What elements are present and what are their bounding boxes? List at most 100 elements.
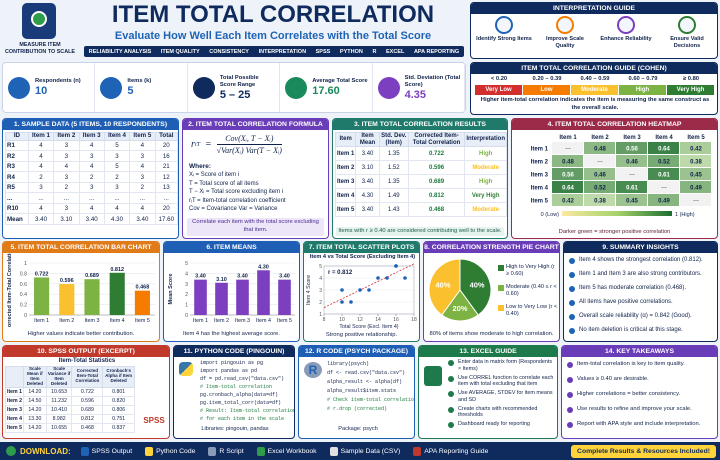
table-cell: 4 — [78, 202, 105, 215]
y-tick-label: 5 — [185, 261, 188, 267]
header-row: Scale Mean if Item Deleted Scale Variance… — [5, 366, 135, 388]
download-item: Python Code — [145, 446, 196, 456]
excel-list: Enter data in matrix form (Respondents ×… — [443, 346, 557, 438]
code-line: pg.item_total_corr(data=df) — [200, 400, 282, 406]
table-cell: Item 1 — [334, 146, 357, 162]
header-row: Item Item Mean Std. Dev. (Item) Corrected I… — [334, 131, 507, 148]
table-cell: 0.596 — [407, 160, 466, 176]
column-label: Item 1 — [559, 135, 577, 141]
value-label: 0.468 — [136, 285, 150, 291]
column-label: Item 5 — [687, 135, 705, 141]
data-table: Item Item Mean Std. Dev. (Item) Corrected I… — [334, 131, 507, 218]
download-label: DOWNLOAD: — [20, 446, 71, 456]
table-cell: 0.806 — [102, 404, 135, 415]
where-line: Xᵢ = Score of item i — [189, 172, 240, 178]
list-item: All items have positive correlations. — [569, 299, 714, 307]
code-line: # r.drop (corrected) — [327, 406, 388, 412]
column-label: Item 4 — [655, 135, 673, 141]
value-label: 3.10 — [216, 277, 227, 283]
value-label: 0.596 — [60, 278, 74, 284]
table-row: R10 4 3 4 4 4 20 — [5, 202, 178, 215]
table-cell: ... — [53, 192, 80, 204]
bar — [236, 279, 249, 315]
table-cell: 2 — [53, 181, 80, 194]
list-text: Values ≥ 0.40 are desirable. — [577, 376, 649, 382]
cell-label: 0.38 — [594, 199, 606, 205]
item-label: APA Reporting Guide — [424, 447, 489, 455]
x-tick-label: Item 2 — [214, 318, 229, 324]
table-cell: 0.689 — [71, 404, 104, 415]
table-cell: 1.35 — [378, 174, 409, 190]
heatmap-cell — [552, 142, 583, 154]
bar — [34, 277, 50, 315]
stat-text: Items (k) 5 — [127, 78, 183, 97]
note: Items with r ≥ 0.40 are considered contr… — [336, 227, 504, 236]
column-header: Item 4 — [103, 132, 131, 141]
panel: ITEM TOTAL CORRELATION GUIDE (COHEN) < 0.… — [470, 62, 718, 115]
guide-icon — [678, 16, 696, 34]
y-tick-label: 0 — [24, 313, 27, 319]
list-item: Values ≥ 0.40 are desirable. — [567, 376, 714, 383]
table-cell: 8.982 — [45, 413, 73, 424]
table-cell: 0.722 — [71, 386, 104, 397]
table-cell: 4 — [27, 202, 55, 215]
cell-label: 0.52 — [658, 160, 670, 166]
item-label: Python Code — [156, 447, 196, 455]
main-title: ITEM TOTAL CORRELATION — [111, 1, 435, 28]
y-tick-label: 1 — [185, 303, 188, 309]
guide-label: Ensure Valid Decisions — [670, 36, 704, 49]
r-logo: R — [304, 362, 322, 378]
bar-chart: 0 1 2 3 4 5 Mean Score 3.40 Item 1 3.10 Item 2 3.40… — [168, 261, 295, 324]
panel-title: 14. KEY TAKEAWAYS — [562, 346, 717, 357]
table-cell: 4 — [129, 202, 156, 215]
panel-title: 5. ITEM TOTAL CORRELATION BAR CHART — [3, 242, 159, 253]
heatmap-cell — [552, 155, 583, 167]
code-line: import pandas as pd — [200, 368, 258, 374]
heatmap-cell — [584, 194, 615, 206]
item-icon — [329, 446, 338, 456]
cell-label: 0.48 — [562, 160, 574, 166]
code-line: df <- read.csv("data.csv") — [327, 370, 406, 376]
table-cell: ... — [129, 192, 156, 204]
list-item: Item 5 has moderate correlation (0.468). — [569, 285, 714, 293]
download-item: Sample Data (CSV) — [329, 446, 400, 456]
cell-label: 0.64 — [658, 147, 670, 153]
table-row: Mean 3.40 3.10 3.40 4.30 3.40 17.60 — [5, 213, 178, 225]
table-cell: 14.20 — [23, 422, 47, 433]
slice-label: 40% — [470, 280, 485, 289]
code-line: df = pd.read_csv("data.csv") — [200, 376, 285, 382]
bullet-icon — [569, 300, 575, 306]
panel-title: 7. ITEM TOTAL SCATTER PLOTS — [304, 242, 419, 253]
table-cell: 3.40 — [27, 213, 55, 225]
trend-line — [323, 263, 415, 308]
column-label: Item 3 — [623, 135, 641, 141]
stat-text: Average Total Score 17.60 — [312, 78, 368, 97]
value-label: 3.40 — [237, 274, 248, 280]
y-tick-label: 5 — [319, 264, 322, 270]
badge-text: MEASURE ITEM CONTRIBUTION TO SCALE — [5, 42, 75, 55]
table-cell: 1.43 — [378, 202, 409, 218]
heatmap-cell — [552, 168, 583, 180]
stat-icon — [8, 76, 30, 99]
y-tick-label: 4 — [319, 276, 322, 282]
stat-icon — [100, 76, 123, 99]
stat-label: Items (k) — [127, 78, 152, 84]
table-cell: 4 — [129, 160, 156, 173]
legend-item: Moderate (0.40 ≤ r < 0.60) — [498, 284, 559, 302]
note: 80% of items show moderate to high corre… — [429, 331, 554, 337]
table-row: Item 3 14.20 10.410 0.689 0.806 — [5, 404, 135, 415]
stat-cell: Respondents (n) 10 — [3, 63, 96, 112]
cell-label: 0.61 — [626, 186, 638, 192]
chart-subtitle: Item 4 vs Total Score (Excluding Item 4) — [309, 254, 416, 260]
list-item: Enter data in matrix form (Respondents ×… — [448, 359, 556, 373]
panel-title: ITEM TOTAL CORRELATION GUIDE (COHEN) — [471, 63, 717, 74]
y-tick-label: 0.2 — [20, 303, 27, 309]
table-cell: 1.52 — [378, 160, 409, 176]
table-cell: 0.801 — [102, 386, 135, 397]
annotation: r = 0.812 — [328, 270, 353, 276]
guide-icon — [495, 16, 513, 34]
heatmap-cell — [648, 168, 679, 180]
list-item: Dashboard ready for reporting — [448, 421, 556, 428]
table-row: Item 5 3.40 1.43 0.468 Moderate — [334, 202, 507, 218]
